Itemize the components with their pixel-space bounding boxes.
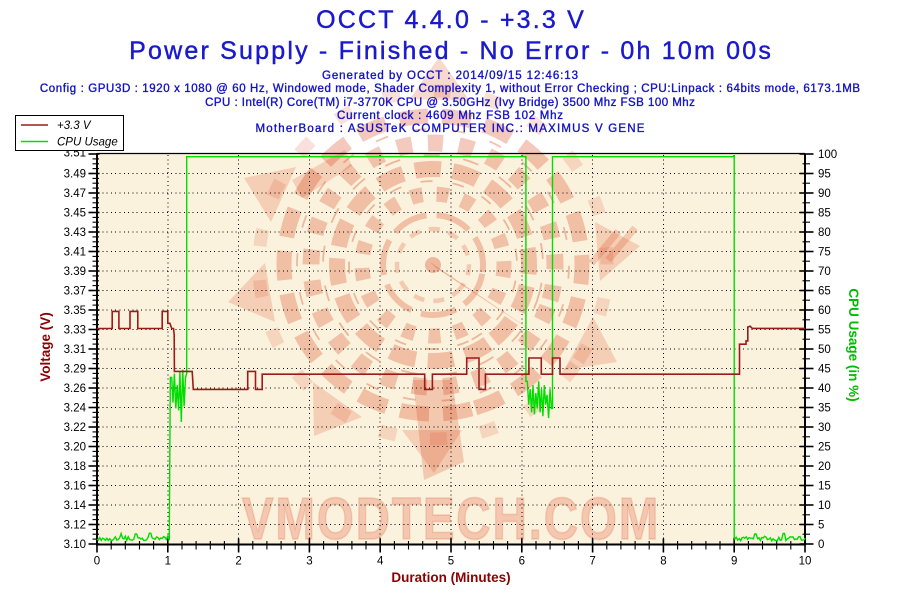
svg-text:3.14: 3.14 — [64, 500, 87, 512]
svg-text:CPU Usage: CPU Usage — [57, 137, 118, 149]
svg-text:0: 0 — [818, 539, 824, 551]
svg-text:3.31: 3.31 — [64, 344, 86, 356]
svg-text:5: 5 — [448, 556, 454, 568]
svg-text:4: 4 — [377, 556, 384, 568]
svg-text:3.12: 3.12 — [64, 520, 86, 532]
svg-text:+3.3 V: +3.3 V — [57, 120, 92, 132]
svg-text:3.41: 3.41 — [64, 247, 86, 259]
svg-text:65: 65 — [818, 286, 831, 298]
svg-text:VMODTECH.COM: VMODTECH.COM — [242, 486, 660, 552]
svg-text:100: 100 — [818, 149, 837, 161]
svg-text:3.37: 3.37 — [64, 286, 86, 298]
svg-text:25: 25 — [818, 442, 831, 454]
svg-text:80: 80 — [818, 227, 831, 239]
svg-text:3.39: 3.39 — [64, 266, 86, 278]
svg-text:60: 60 — [818, 305, 831, 317]
svg-text:9: 9 — [731, 556, 737, 568]
svg-text:30: 30 — [818, 422, 831, 434]
svg-text:3.49: 3.49 — [64, 169, 86, 181]
svg-text:3.26: 3.26 — [64, 383, 86, 395]
svg-text:45: 45 — [818, 364, 831, 376]
svg-text:5: 5 — [818, 520, 824, 532]
svg-text:3.16: 3.16 — [64, 481, 86, 493]
svg-text:CPU Usage (in %): CPU Usage (in %) — [846, 288, 861, 401]
svg-text:8: 8 — [660, 556, 666, 568]
svg-text:10: 10 — [818, 500, 831, 512]
svg-text:2: 2 — [235, 556, 241, 568]
svg-text:0: 0 — [94, 556, 100, 568]
svg-text:3.22: 3.22 — [64, 422, 86, 434]
svg-text:7: 7 — [589, 556, 595, 568]
svg-text:70: 70 — [818, 266, 831, 278]
svg-text:Voltage (V): Voltage (V) — [38, 312, 53, 382]
svg-text:Duration (Minutes): Duration (Minutes) — [391, 570, 510, 585]
svg-text:3.24: 3.24 — [64, 403, 87, 415]
svg-text:3.43: 3.43 — [64, 227, 86, 239]
svg-text:3.20: 3.20 — [64, 442, 86, 454]
svg-text:3.35: 3.35 — [64, 305, 86, 317]
svg-text:3.47: 3.47 — [64, 188, 86, 200]
svg-text:1: 1 — [165, 556, 171, 568]
svg-text:3.45: 3.45 — [64, 208, 86, 220]
svg-text:40: 40 — [818, 383, 831, 395]
svg-text:75: 75 — [818, 247, 831, 259]
svg-text:85: 85 — [818, 208, 831, 220]
svg-text:50: 50 — [818, 344, 831, 356]
svg-text:3.18: 3.18 — [64, 461, 86, 473]
svg-text:3: 3 — [306, 556, 312, 568]
svg-text:90: 90 — [818, 188, 831, 200]
svg-text:10: 10 — [799, 556, 812, 568]
svg-text:35: 35 — [818, 403, 831, 415]
svg-text:55: 55 — [818, 325, 831, 337]
svg-text:3.33: 3.33 — [64, 325, 86, 337]
svg-text:95: 95 — [818, 169, 831, 181]
svg-text:20: 20 — [818, 461, 831, 473]
svg-text:3.10: 3.10 — [64, 539, 86, 551]
svg-text:15: 15 — [818, 481, 831, 493]
svg-text:3.29: 3.29 — [64, 364, 86, 376]
svg-text:6: 6 — [519, 556, 525, 568]
